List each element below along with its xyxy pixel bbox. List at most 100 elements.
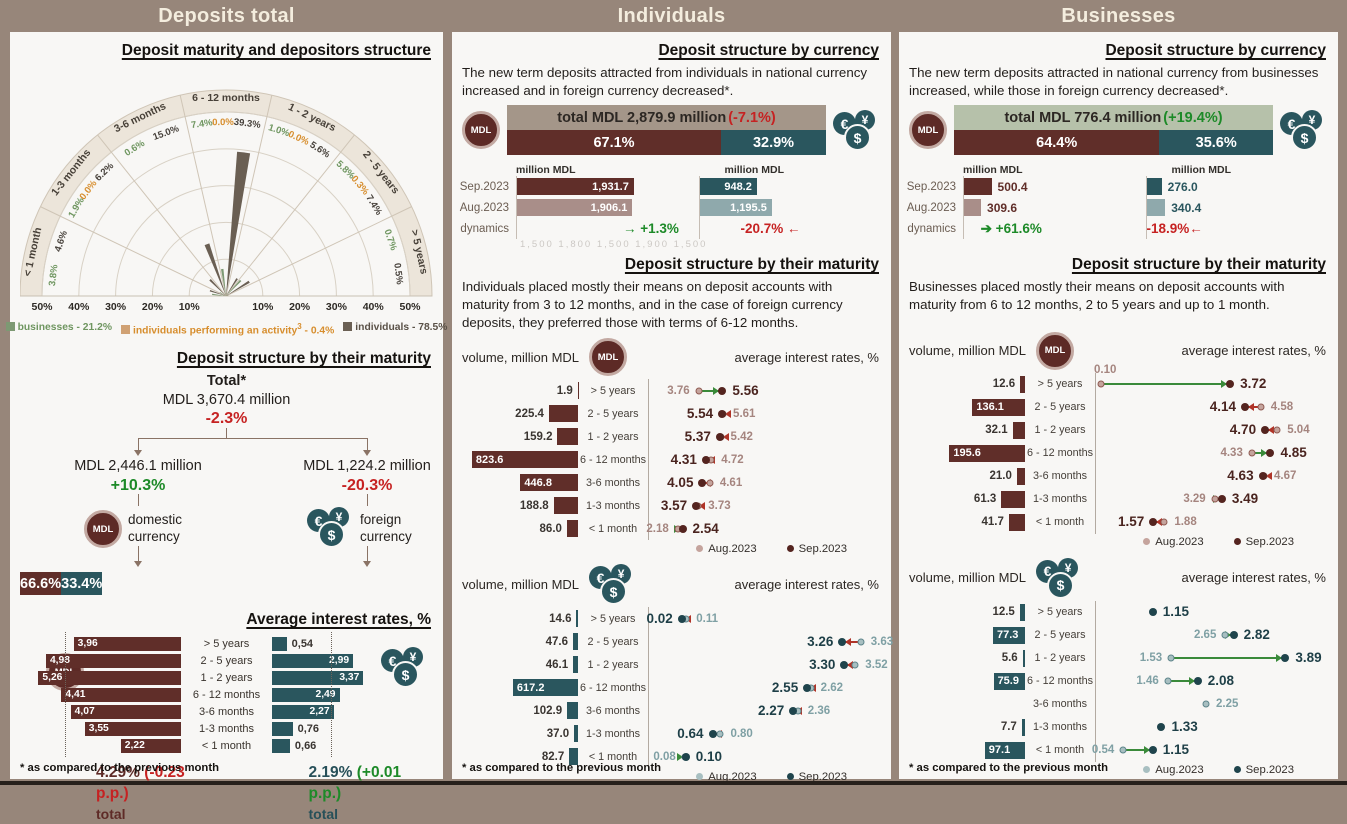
- sep-dot: [1218, 495, 1226, 503]
- mdl-column-header: million MDL: [963, 161, 1146, 176]
- volume-bar: 195.6: [949, 445, 1025, 462]
- footnote: * as compared to the previous month: [20, 762, 219, 774]
- sep-legend-dot-icon: [787, 773, 794, 780]
- sep-legend-dot-icon: [787, 545, 794, 552]
- volume-value: 12.6: [993, 378, 1015, 390]
- volume-cell: 102.9: [462, 702, 578, 719]
- wedge-value-label: 0.7%: [381, 228, 399, 253]
- maturity-label: 2 - 5 years: [578, 408, 648, 420]
- mdl-rate-cell: 2,22: [21, 739, 181, 753]
- mdl-currency-icon: MDL: [84, 510, 122, 548]
- maturity-label: 3-6 months: [1025, 698, 1095, 710]
- rate-value: 2.55: [772, 680, 807, 695]
- bar-value: 309.6: [987, 201, 1017, 215]
- fx-column-header: million MDL: [1146, 161, 1329, 176]
- volume-cell: 195.6: [909, 445, 1025, 462]
- rate-value: 5.54: [687, 406, 722, 421]
- volume-bar: 446.8: [520, 474, 578, 491]
- volume-cell: 12.6: [909, 376, 1025, 393]
- businesses-swatch-icon: [6, 322, 15, 331]
- volume-cell: 32.1: [909, 422, 1025, 439]
- mdl-bar: 1,931.7: [517, 178, 634, 195]
- bar-value: 1,931.7: [592, 181, 634, 193]
- maturity-label: < 1 month: [1025, 744, 1095, 756]
- rate-value: 4.31: [671, 452, 706, 467]
- currency-total-text: total MDL 2,879.9 million: [557, 110, 726, 126]
- rate-value: 5.42: [731, 431, 753, 443]
- panel-deposits-total: Deposit maturity and depositors structur…: [10, 32, 443, 779]
- maturity-sector-label: 6 - 12 months: [192, 92, 260, 104]
- currency-total-change: (-7.1%): [728, 110, 776, 126]
- fx-rate-value: 0,76: [298, 722, 319, 736]
- mdl-aug-cell: 309.6: [963, 197, 1146, 218]
- total-word: total: [309, 805, 434, 824]
- foreign-share-segment: 33.4%: [61, 572, 102, 595]
- mdl-currency-icon: MDL: [589, 338, 627, 376]
- deposits-dashboard: { "icons":{"mdl":"MDL","eur":"€","yen":"…: [0, 0, 1347, 785]
- fx-bar: 948.2: [700, 178, 757, 195]
- dynamics-value: → +1.3%: [623, 221, 679, 236]
- fx-share-value: 35.6%: [1196, 135, 1237, 151]
- fx-sep-cell: 948.2: [699, 176, 882, 197]
- fx-rate-bar: 2,99: [272, 654, 353, 668]
- fx-rate-total: 2.19% (+0.01 p.p.) total: [221, 763, 434, 824]
- axis-tick-label: 30%: [105, 301, 127, 313]
- mdl-dynamics-cell: → +1.3%: [516, 218, 699, 239]
- volume-cell: 14.6: [462, 610, 578, 627]
- mdl-rate-bar: 4,07: [71, 705, 181, 719]
- maturity-label: 1 - 2 years: [1025, 424, 1095, 436]
- mdl-bar: [964, 199, 981, 216]
- section-title-average-rates: Average interest rates, %: [20, 611, 431, 629]
- volume-cell: 75.9: [909, 673, 1025, 690]
- rate-dumbbell: 3.57 3.73: [648, 494, 881, 517]
- fx-rate-cell: 3,37: [272, 671, 432, 685]
- volume-cell: 12.5: [909, 604, 1025, 621]
- bar-value: 276.0: [1168, 180, 1198, 194]
- rate-dumbbell: 2.25: [1095, 693, 1328, 716]
- foreign-currency-icons: € ¥ $: [833, 110, 881, 150]
- rate-value: 3.73: [708, 500, 730, 512]
- maturity-label: > 5 years: [578, 613, 648, 625]
- volume-header: volume, million MDL: [462, 350, 579, 365]
- mdl-currency-icon: MDL: [1036, 332, 1074, 370]
- aug-dot: [1257, 404, 1264, 411]
- rate-value: 3.63: [871, 636, 893, 648]
- aug-dot: [706, 479, 713, 486]
- tree-foreign-node: MDL 1,224.2 million -20.3%: [272, 458, 462, 495]
- rate-value: 0.08: [653, 751, 684, 763]
- domestic-currency-label: domestic currency: [128, 512, 200, 546]
- volume-header: volume, million MDL: [462, 577, 579, 592]
- maturity-label: > 5 years: [184, 638, 269, 650]
- fx-bar: [1147, 178, 1162, 195]
- mdl-rate-bar: 4,41: [61, 688, 181, 702]
- fx-rate-bar: [272, 739, 290, 753]
- rate-value: 4.33: [1220, 447, 1251, 459]
- section-title-structure-maturity: Deposit structure by their maturity: [20, 350, 431, 368]
- rate-value: 4.14: [1210, 399, 1245, 414]
- residual-axis-labels: 1,500 1,800 1,500 1,900 1,500: [520, 239, 881, 250]
- rate-value: 3.57: [661, 498, 696, 513]
- footnote: * as compared to the previous month: [462, 762, 661, 774]
- fx-rate-value: 3,37: [339, 672, 363, 683]
- aug-dot: [1274, 427, 1281, 434]
- fx-rate-cell: 0,66: [272, 739, 432, 753]
- rate-value: 1.57: [1118, 514, 1153, 529]
